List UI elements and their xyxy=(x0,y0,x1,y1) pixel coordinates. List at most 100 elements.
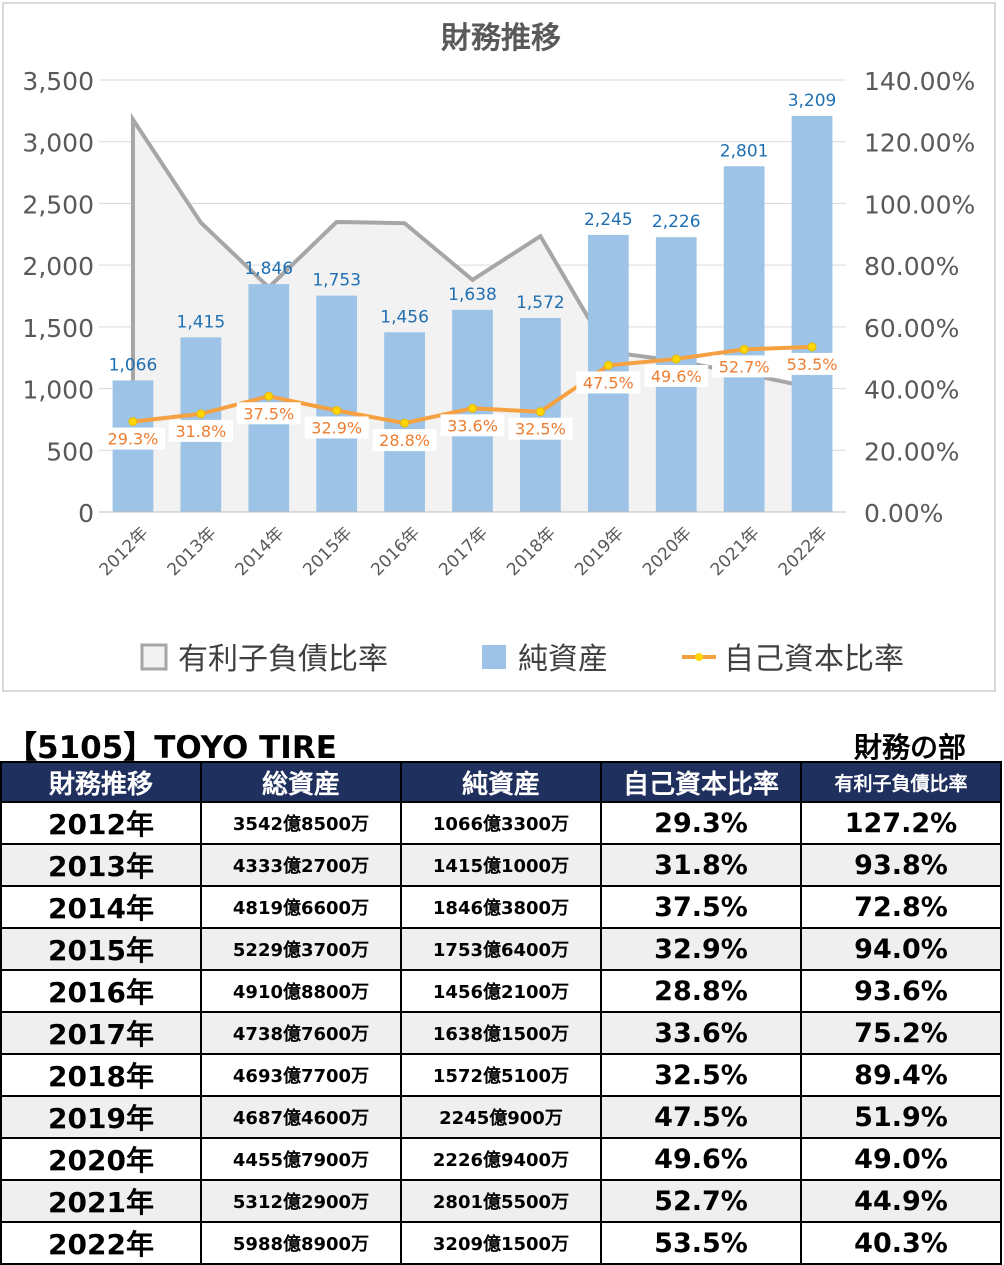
x-tick-label: 2022年 xyxy=(775,523,832,580)
y-left-tick-label: 2,000 xyxy=(22,252,94,281)
cell-debt-ratio: 72.8% xyxy=(800,885,1002,929)
cell-equity-ratio: 53.5% xyxy=(600,1221,802,1265)
net-assets-data-label: 2,801 xyxy=(720,141,769,161)
equity-ratio-label-bg xyxy=(440,414,505,437)
equity-ratio-data-label: 37.5% xyxy=(243,404,294,423)
company-title: 【5105】TOYO TIRE xyxy=(6,730,337,766)
equity-ratio-point xyxy=(196,409,206,419)
net-assets-data-label: 1,846 xyxy=(244,259,293,279)
x-tick-label: 2019年 xyxy=(571,523,628,580)
cell-net-assets: 1456億2100万 xyxy=(400,969,602,1013)
y-left-tick-label: 2,500 xyxy=(22,190,94,219)
x-tick-label: 2017年 xyxy=(435,523,492,580)
y-left-tick-label: 3,000 xyxy=(22,129,94,158)
cell-total-assets: 5988億8900万 xyxy=(200,1221,402,1265)
cell-debt-ratio: 127.2% xyxy=(800,801,1002,845)
cell-total-assets: 4910億8800万 xyxy=(200,969,402,1013)
table-row: 2012年 3542億8500万 1066億3300万 29.3% 127.2% xyxy=(0,801,1002,845)
net-assets-data-label: 1,572 xyxy=(516,293,565,313)
financial-table: 財務推移 総資産 純資産 自己資本比率 有利子負債比率 2012年 3542億85… xyxy=(0,761,1002,1265)
equity-ratio-point xyxy=(535,407,545,417)
cell-total-assets: 4455億7900万 xyxy=(200,1137,402,1181)
cell-debt-ratio: 40.3% xyxy=(800,1221,1002,1265)
cell-equity-ratio: 31.8% xyxy=(600,843,802,887)
cell-debt-ratio: 44.9% xyxy=(800,1179,1002,1223)
header-period: 財務推移 xyxy=(0,761,202,803)
y-left-tick-label: 1,000 xyxy=(22,376,94,405)
y-right-tick-label: 20.00% xyxy=(864,437,959,466)
table-row: 2014年 4819億6600万 1846億3800万 37.5% 72.8% xyxy=(0,885,1002,929)
equity-ratio-data-label: 53.5% xyxy=(787,355,838,374)
y-right-tick-label: 100.00% xyxy=(864,190,975,219)
equity-ratio-point xyxy=(468,403,477,413)
cell-year: 2012年 xyxy=(0,801,202,845)
cell-total-assets: 4333億2700万 xyxy=(200,843,402,887)
equity-ratio-label-bg xyxy=(168,419,233,442)
cell-debt-ratio: 93.8% xyxy=(800,843,1002,887)
cell-debt-ratio: 93.6% xyxy=(800,969,1002,1013)
cell-net-assets: 2226億9400万 xyxy=(400,1137,602,1181)
equity-ratio-data-label: 29.3% xyxy=(108,430,159,449)
y-left-tick-label: 500 xyxy=(46,437,94,466)
x-tick-label: 2012年 xyxy=(96,523,153,580)
net-assets-data-label: 1,638 xyxy=(448,285,497,305)
table-row: 2017年 4738億7600万 1638億1500万 33.6% 75.2% xyxy=(0,1011,1002,1055)
net-assets-data-label: 2,226 xyxy=(652,212,701,232)
header-net-assets: 純資産 xyxy=(400,761,602,803)
cell-net-assets: 3209億1500万 xyxy=(400,1221,602,1265)
equity-ratio-label-bg xyxy=(712,355,777,378)
header-total-assets: 総資産 xyxy=(200,761,402,803)
section-label: 財務の部 xyxy=(853,731,966,764)
cell-debt-ratio: 75.2% xyxy=(800,1011,1002,1055)
cell-equity-ratio: 33.6% xyxy=(600,1011,802,1055)
net-assets-data-label: 1,415 xyxy=(177,312,226,332)
x-tick-label: 2016年 xyxy=(367,523,424,580)
y-left-tick-label: 3,500 xyxy=(22,67,94,96)
cell-year: 2018年 xyxy=(0,1053,202,1097)
cell-net-assets: 1415億1000万 xyxy=(400,843,602,887)
y-left-tick-label: 0 xyxy=(78,499,94,528)
equity-ratio-point xyxy=(671,354,681,364)
x-tick-label: 2015年 xyxy=(299,523,356,580)
cell-total-assets: 4738億7600万 xyxy=(200,1011,402,1055)
cell-equity-ratio: 37.5% xyxy=(600,885,802,929)
equity-ratio-data-label: 49.6% xyxy=(651,367,702,386)
x-tick-label: 2018年 xyxy=(503,523,560,580)
cell-year: 2015年 xyxy=(0,927,202,971)
table-row: 2016年 4910億8800万 1456億2100万 28.8% 93.6% xyxy=(0,969,1002,1013)
cell-year: 2013年 xyxy=(0,843,202,887)
header-equity-ratio: 自己資本比率 xyxy=(600,761,802,803)
cell-total-assets: 4819億6600万 xyxy=(200,885,402,929)
y-right-tick-label: 0.00% xyxy=(864,499,943,528)
net-assets-bar xyxy=(723,166,765,513)
cell-debt-ratio: 89.4% xyxy=(800,1053,1002,1097)
cell-equity-ratio: 28.8% xyxy=(600,969,802,1013)
equity-ratio-point xyxy=(400,418,410,428)
equity-ratio-label-bg xyxy=(372,429,437,452)
header-debt-ratio: 有利子負債比率 xyxy=(800,761,1002,803)
net-assets-bar xyxy=(791,115,833,512)
y-left-tick-label: 1,500 xyxy=(22,314,94,343)
cell-year: 2016年 xyxy=(0,969,202,1013)
y-right-tick-label: 40.00% xyxy=(864,376,959,405)
equity-ratio-label-bg xyxy=(508,417,573,440)
cell-year: 2021年 xyxy=(0,1179,202,1223)
y-right-tick-label: 120.00% xyxy=(864,129,975,158)
cell-debt-ratio: 49.0% xyxy=(800,1137,1002,1181)
table-header-row: 財務推移 総資産 純資産 自己資本比率 有利子負債比率 xyxy=(0,761,1002,803)
equity-ratio-data-label: 28.8% xyxy=(379,431,430,450)
cell-year: 2020年 xyxy=(0,1137,202,1181)
equity-ratio-data-label: 47.5% xyxy=(583,373,634,392)
equity-ratio-label-bg xyxy=(644,364,709,387)
equity-ratio-label-bg xyxy=(100,427,165,450)
equity-ratio-label-bg xyxy=(576,371,641,394)
cell-net-assets: 1753億6400万 xyxy=(400,927,602,971)
equity-ratio-data-label: 32.5% xyxy=(515,420,566,439)
cell-debt-ratio: 51.9% xyxy=(800,1095,1002,1139)
cell-net-assets: 2801億5500万 xyxy=(400,1179,602,1223)
y-right-tick-label: 80.00% xyxy=(864,252,959,281)
chart-panel: 財務推移 0 500 1,000 1,500 2,000 2,500 3,000 3,500 0.… xyxy=(2,2,996,692)
cell-total-assets: 3542億8500万 xyxy=(200,801,402,845)
equity-ratio-data-label: 33.6% xyxy=(447,416,498,435)
cell-equity-ratio: 49.6% xyxy=(600,1137,802,1181)
